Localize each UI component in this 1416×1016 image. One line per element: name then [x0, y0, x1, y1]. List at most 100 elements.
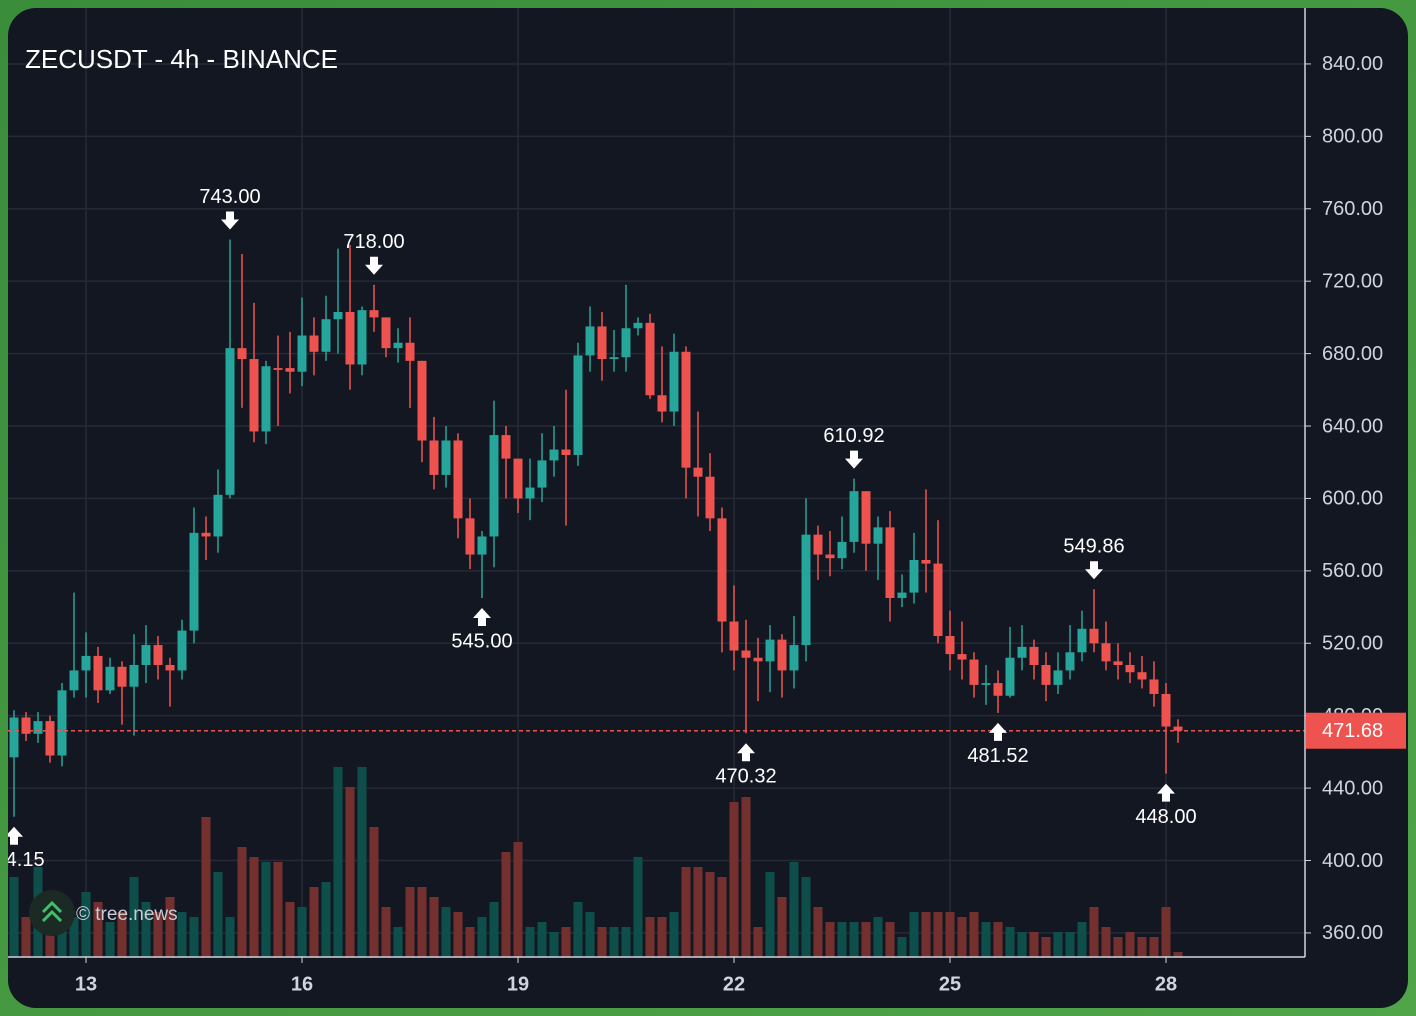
candle-body: [489, 435, 499, 537]
volume-bar: [105, 922, 115, 957]
volume-bar: [465, 927, 475, 957]
candle-body: [1005, 657, 1015, 696]
volume-bar: [705, 872, 715, 957]
volume-bar: [273, 862, 283, 957]
candle-body: [441, 440, 451, 475]
candle-body: [429, 440, 439, 475]
candle-body: [921, 559, 931, 564]
volume-bar: [213, 872, 223, 957]
volume-bar: [153, 912, 163, 957]
candle-body: [1017, 646, 1027, 658]
last-price-label: 471.68: [1322, 720, 1383, 742]
watermark-icon: [41, 900, 63, 923]
volume-bar: [849, 922, 859, 957]
candle-body: [393, 342, 403, 349]
volume-bar: [1101, 927, 1111, 957]
volume-bar: [693, 867, 703, 957]
low-arrow: [989, 722, 1007, 741]
candle-body: [669, 351, 679, 412]
volume-bar: [237, 847, 247, 957]
volume-bar: [765, 872, 775, 957]
y-tick-label: 640.00: [1322, 415, 1383, 437]
candle-body: [657, 395, 667, 412]
low-label: 481.52: [967, 745, 1028, 767]
volume-bar: [597, 927, 607, 957]
volume-bar: [189, 917, 199, 957]
volume-bar: [981, 922, 991, 957]
candle-body: [1065, 652, 1075, 671]
volume-bar: [345, 787, 355, 957]
volume-bar: [501, 852, 511, 957]
candle-body: [201, 532, 211, 537]
volume-bar: [561, 927, 571, 957]
candle-body: [645, 322, 655, 396]
candle-body: [969, 659, 979, 685]
candle-body: [33, 721, 43, 734]
candle-body: [1137, 672, 1147, 680]
volume-bar: [621, 927, 631, 957]
candle-body: [237, 348, 247, 360]
volume-bar: [753, 927, 763, 957]
volume-bar: [513, 842, 523, 957]
candle-body: [453, 440, 463, 519]
low-label: 448.00: [1135, 806, 1196, 828]
volume-bar: [225, 917, 235, 957]
x-tick-label: 22: [723, 973, 745, 995]
candle-body: [849, 491, 859, 542]
volume-bar: [1125, 932, 1135, 957]
candle-body: [729, 621, 739, 651]
candle-body: [249, 359, 259, 432]
candle-body: [465, 518, 475, 555]
volume-bar: [813, 907, 823, 957]
volume-bar: [1173, 952, 1183, 957]
low-arrow: [473, 608, 491, 627]
x-tick-label: 16: [291, 973, 313, 995]
volume-bar: [993, 922, 1003, 957]
volume-bar: [885, 922, 895, 957]
volume-bar: [405, 887, 415, 957]
candle-body: [369, 310, 379, 318]
x-tick-label: 28: [1155, 973, 1177, 995]
candle-body: [573, 355, 583, 455]
candle-body: [1077, 628, 1087, 653]
candle-body: [357, 310, 367, 365]
candle-body: [945, 636, 955, 655]
candle-body: [213, 494, 223, 537]
y-tick-label: 600.00: [1322, 488, 1383, 510]
candle-body: [297, 335, 307, 372]
candle-body: [117, 666, 127, 687]
volume-bar: [549, 932, 559, 957]
volume-bar: [1065, 932, 1075, 957]
candle-body: [753, 657, 763, 662]
candle-body: [993, 683, 1003, 696]
candle-body: [261, 366, 271, 432]
volume-bar: [861, 922, 871, 957]
candle-body: [861, 491, 871, 544]
low-label: 470.32: [715, 765, 776, 787]
low-label: 545.00: [451, 630, 512, 652]
volume-bar: [585, 912, 595, 957]
volume-bar: [873, 917, 883, 957]
volume-bar: [9, 877, 19, 957]
candle-body: [129, 664, 139, 687]
candle-body: [789, 645, 799, 671]
candle-body: [93, 655, 103, 691]
candle-body: [477, 536, 487, 555]
candle-body: [765, 639, 775, 662]
volume-bar: [201, 817, 211, 957]
volume-bar: [69, 917, 79, 957]
candle-body: [885, 527, 895, 599]
high-label: 718.00: [343, 231, 404, 253]
candle-body: [21, 717, 31, 734]
candle-body: [1089, 628, 1099, 644]
volume-bar: [333, 767, 343, 957]
candle-body: [741, 650, 751, 658]
volume-bar: [1041, 937, 1051, 957]
candle-body: [837, 541, 847, 559]
volume-bar: [789, 862, 799, 957]
volume-bar: [453, 912, 463, 957]
volume-bar: [909, 912, 919, 957]
volume-bar: [537, 922, 547, 957]
y-tick-label: 360.00: [1322, 922, 1383, 944]
